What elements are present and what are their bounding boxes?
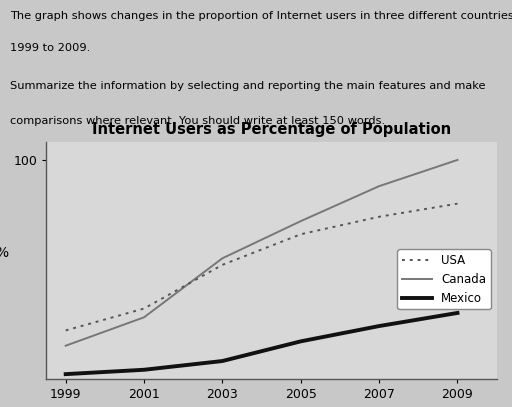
- Mexico: [219, 359, 225, 363]
- Title: Internet Users as Percentage of Population: Internet Users as Percentage of Populati…: [92, 122, 451, 137]
- USA: [454, 201, 460, 206]
- Mexico: [62, 372, 69, 376]
- Canada: [141, 315, 147, 320]
- Text: 1999 to 2009.: 1999 to 2009.: [10, 43, 91, 53]
- Canada: [219, 256, 225, 261]
- Canada: [376, 184, 382, 188]
- Legend: USA, Canada, Mexico: USA, Canada, Mexico: [397, 249, 490, 309]
- Canada: [454, 158, 460, 162]
- Canada: [62, 343, 69, 348]
- USA: [219, 263, 225, 267]
- Mexico: [454, 311, 460, 315]
- Line: USA: USA: [66, 204, 457, 330]
- USA: [141, 306, 147, 311]
- Canada: [297, 219, 304, 223]
- Y-axis label: %: %: [0, 247, 9, 260]
- Text: Summarize the information by selecting and reporting the main features and make: Summarize the information by selecting a…: [10, 81, 486, 91]
- Text: comparisons where relevant. You should write at least 150 words.: comparisons where relevant. You should w…: [10, 116, 386, 125]
- Line: Mexico: Mexico: [66, 313, 457, 374]
- Mexico: [141, 368, 147, 372]
- USA: [376, 214, 382, 219]
- USA: [62, 328, 69, 333]
- Line: Canada: Canada: [66, 160, 457, 346]
- Mexico: [297, 339, 304, 344]
- USA: [297, 232, 304, 237]
- Mexico: [376, 324, 382, 328]
- Text: The graph shows changes in the proportion of Internet users in three different c: The graph shows changes in the proportio…: [10, 11, 512, 21]
